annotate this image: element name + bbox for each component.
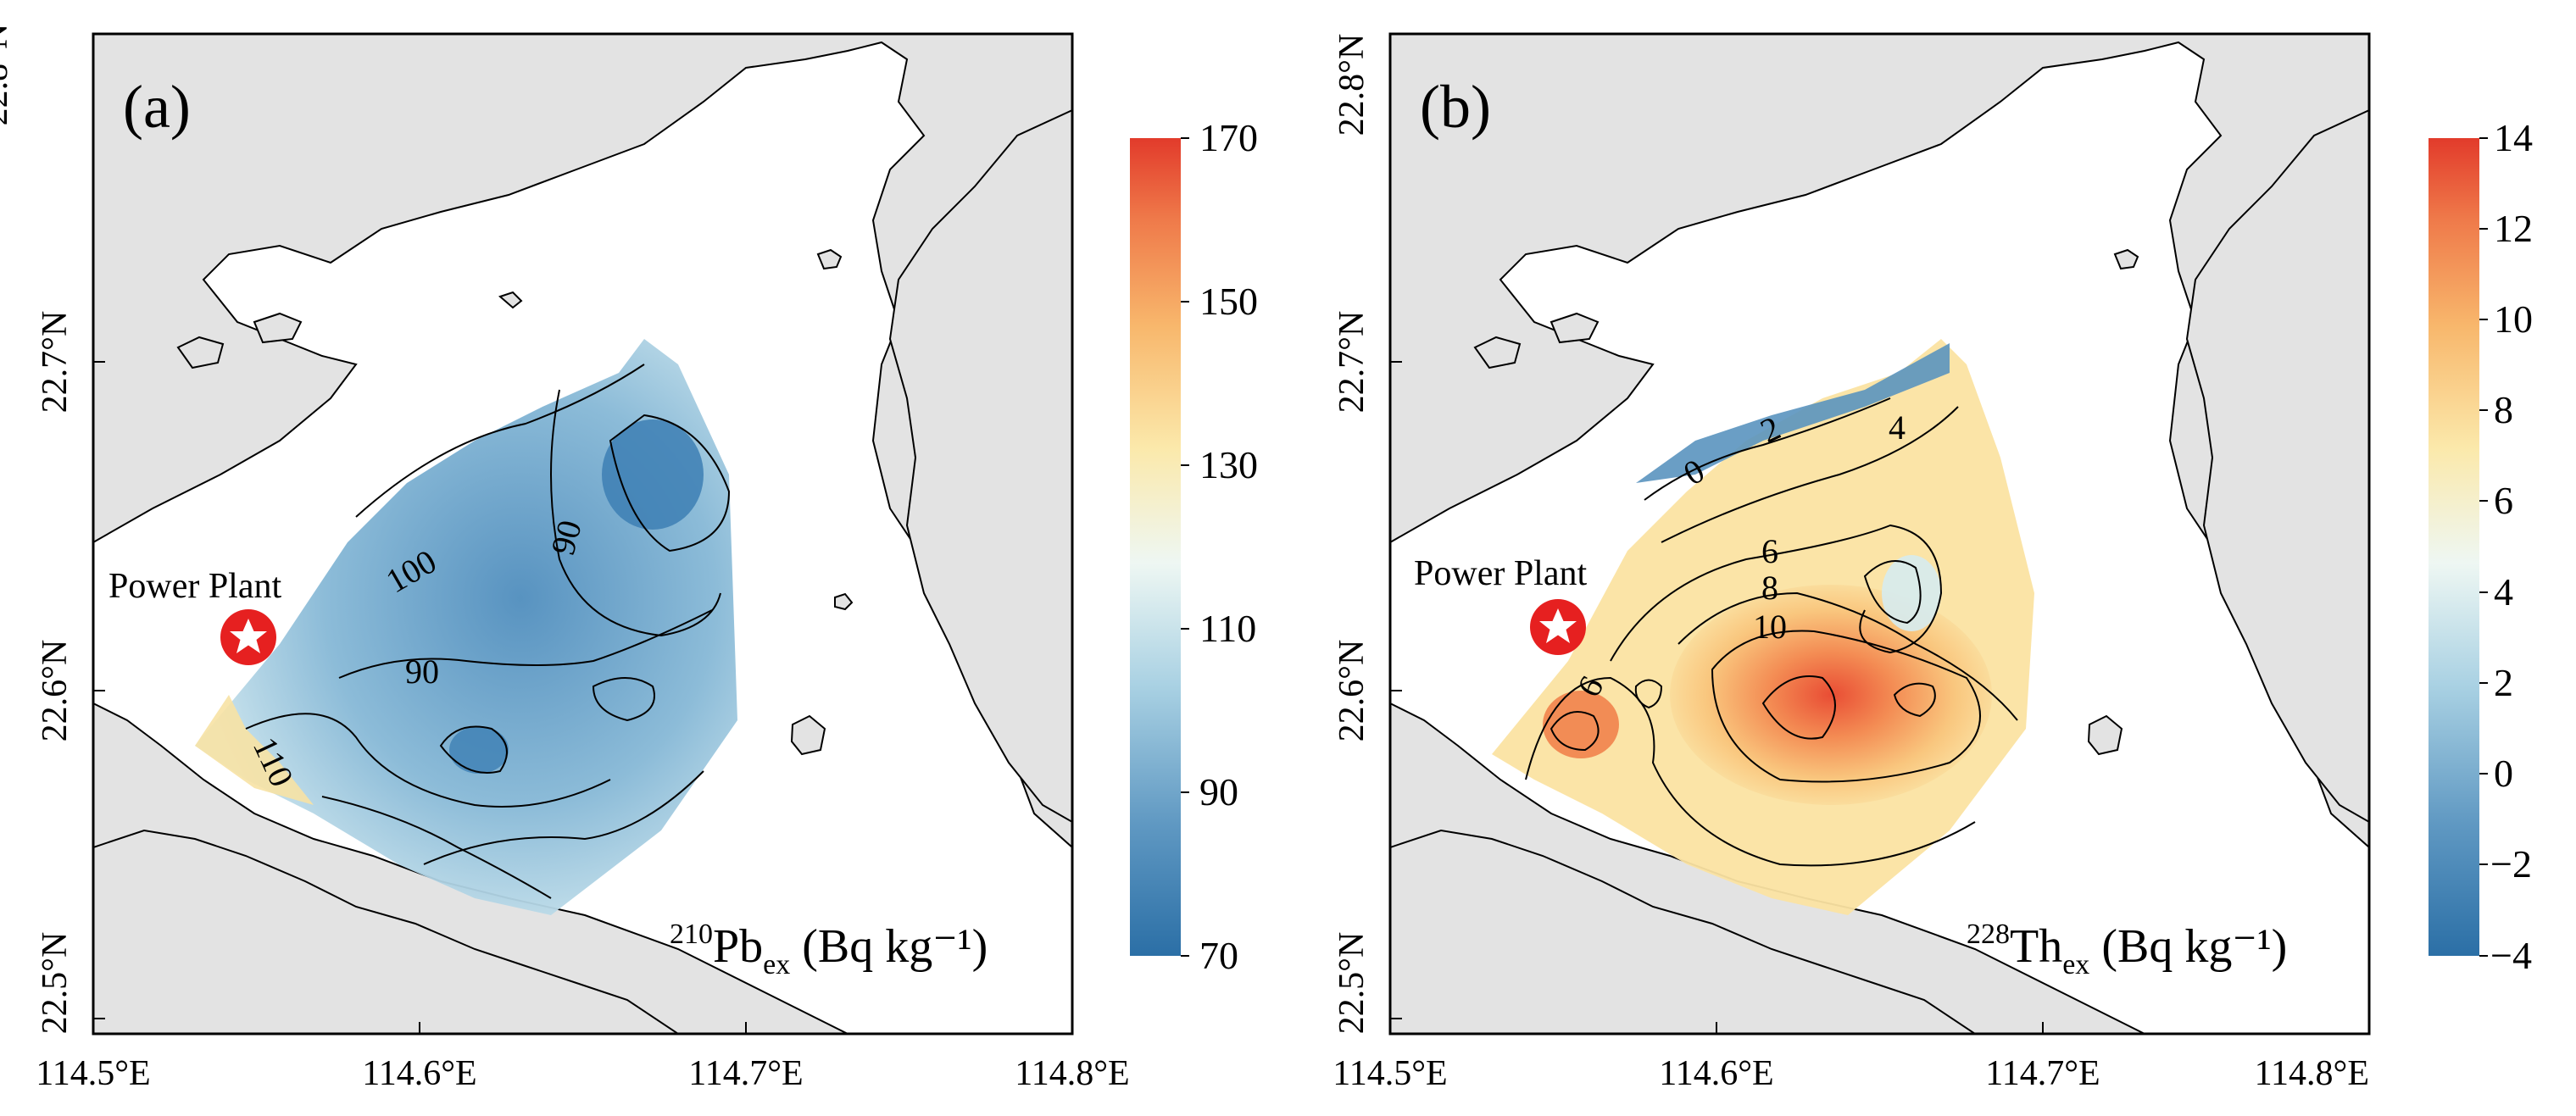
colorbar-tick-label: 170 — [1199, 116, 1258, 159]
y-tick-label: 22.7°N — [36, 311, 75, 414]
colorbar-tick-label: 10 — [2494, 297, 2533, 341]
y-tick-label: 22.8°N — [1333, 34, 1371, 136]
power-plant-marker-icon — [1530, 599, 1586, 655]
x-tick-label: 114.8°E — [1015, 1054, 1129, 1093]
colorbar-tick-label: 0 — [2494, 752, 2513, 795]
x-tick-label: 114.7°E — [1985, 1054, 2100, 1093]
island — [1549, 312, 1600, 344]
contour-lines — [245, 364, 731, 899]
contour-lines — [1525, 397, 2018, 867]
field-hotspot — [1543, 691, 1619, 758]
x-tick-label: 114.6°E — [362, 1054, 476, 1093]
x-tick-label: 114.7°E — [688, 1054, 803, 1093]
colorbar-tick-label: 12 — [2494, 207, 2533, 250]
colorbar-tick-label: −4 — [2490, 934, 2532, 977]
east-landmass — [2185, 108, 2369, 824]
panel-b-variable-label: 228Thex (Bq kg⁻¹) — [1967, 919, 2287, 980]
panel-a-variable-label: 210Pbex (Bq kg⁻¹) — [670, 919, 988, 980]
colorbar-tick-label: 2 — [2494, 661, 2513, 704]
colorbar-tick-label: 130 — [1199, 443, 1258, 486]
colorbar-tick-label: 6 — [2494, 479, 2513, 522]
x-tick-label: 114.5°E — [1333, 1054, 1447, 1093]
island — [253, 312, 303, 344]
panel-a-colorbar-ticks — [1181, 137, 1189, 957]
field-hotspot — [1670, 585, 1992, 805]
field-blue-tongue — [1636, 343, 1950, 483]
panel-a-frame — [92, 32, 1074, 1035]
y-tick-label: 22.5°N — [36, 932, 75, 1035]
y-tick-label: 22.5°N — [1333, 932, 1371, 1035]
panel-b: 0 2 4 6 8 10 6 (b) Power Plant 228Thex (B… — [1333, 32, 2533, 1093]
power-plant-marker-icon — [220, 609, 276, 665]
panel-a-colorbar — [1130, 138, 1181, 956]
y-tick-label: 22.8°N — [0, 24, 15, 126]
y-tick-label: 22.6°N — [1333, 640, 1371, 742]
south-landmass — [93, 829, 680, 1034]
panel-b-colorbar-ticks — [2479, 137, 2488, 957]
island — [834, 592, 854, 611]
panel-b-y-ticks — [1390, 33, 1402, 1019]
panel-a-x-ticks — [92, 1022, 1073, 1034]
power-plant-label: Power Plant — [108, 567, 281, 606]
contour-label: 90 — [405, 652, 439, 691]
island — [1473, 336, 1522, 369]
colorbar-tick-label: 70 — [1199, 934, 1238, 977]
contour-label: 8 — [1761, 569, 1778, 607]
y-tick-label: 22.7°N — [1333, 311, 1371, 414]
x-tick-label: 114.5°E — [36, 1054, 150, 1093]
colorbar-tick-label: 14 — [2494, 116, 2533, 159]
island — [2113, 248, 2139, 270]
island — [2087, 714, 2123, 756]
colorbar-tick-label: −2 — [2490, 842, 2532, 886]
field-area — [195, 339, 737, 915]
panel-a-y-ticks — [93, 33, 105, 1019]
field-cool-spot — [1882, 555, 1941, 631]
island — [176, 336, 225, 369]
field-deep-blue — [449, 726, 509, 774]
colorbar-tick-label: 110 — [1199, 607, 1256, 650]
panel-b-frame — [1388, 32, 2371, 1035]
contour-label: 6 — [1761, 532, 1778, 570]
contour-label: 10 — [1753, 608, 1787, 646]
field-deep-blue — [602, 419, 704, 530]
island — [816, 248, 843, 270]
y-tick-label: 22.6°N — [36, 640, 75, 742]
panel-b-map — [1390, 34, 2369, 1034]
island — [790, 714, 826, 756]
x-tick-label: 114.6°E — [1659, 1054, 1773, 1093]
field-warm-edge — [195, 695, 314, 805]
panel-b-colorbar — [2429, 138, 2479, 956]
colorbar-tick-label: 90 — [1199, 770, 1238, 813]
panel-b-tag: (b) — [1420, 73, 1491, 141]
panel-b-x-ticks — [1389, 1022, 2370, 1034]
south-landmass — [1390, 829, 1977, 1034]
east-landmass — [888, 108, 1072, 824]
island — [498, 291, 523, 309]
contour-label: 4 — [1889, 408, 1906, 447]
panel-a-map — [93, 34, 1072, 1034]
colorbar-tick-label: 8 — [2494, 388, 2513, 431]
panel-a-tag: (a) — [123, 73, 191, 141]
panel-a: 100 90 90 110 (a) Power Plant 210Pbex (Bq… — [0, 24, 1258, 1093]
colorbar-tick-label: 4 — [2494, 570, 2513, 614]
power-plant-label: Power Plant — [1414, 554, 1587, 593]
x-tick-label: 114.8°E — [2255, 1054, 2369, 1093]
colorbar-tick-label: 150 — [1199, 280, 1258, 323]
